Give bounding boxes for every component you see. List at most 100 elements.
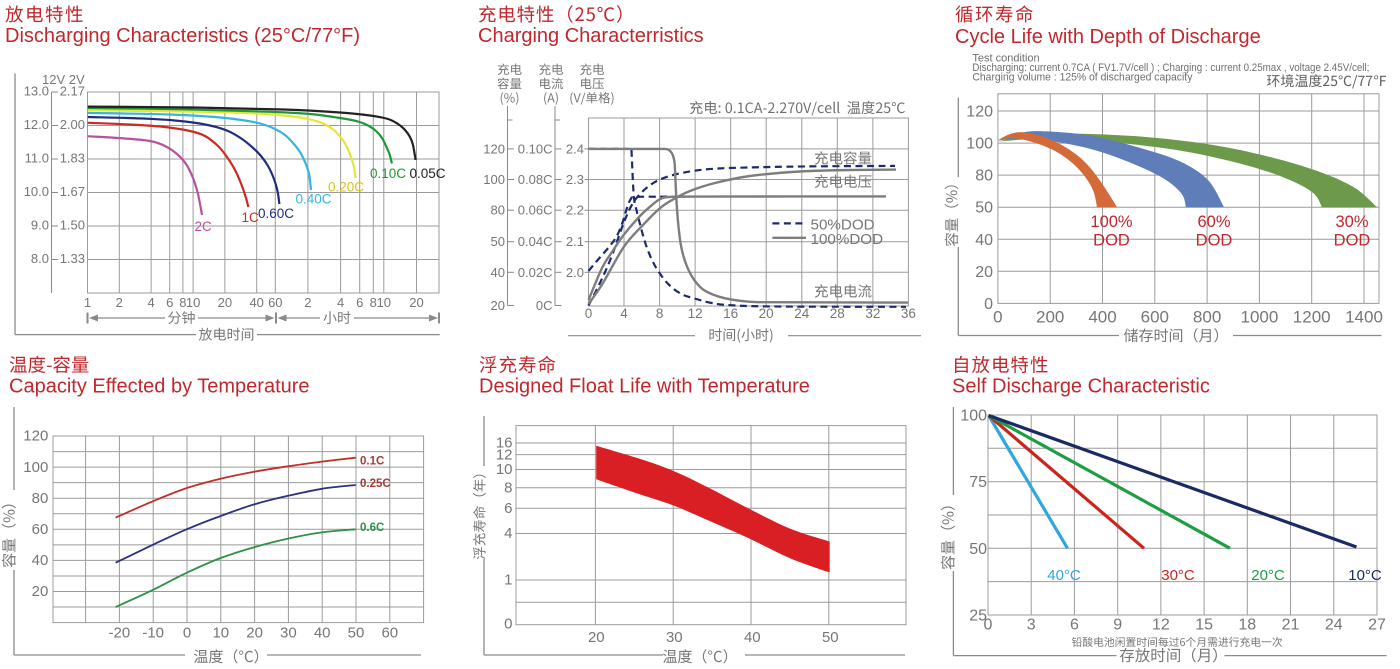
svg-text:6: 6 [166, 295, 173, 310]
svg-text:20: 20 [409, 295, 423, 310]
svg-text:2.0: 2.0 [566, 265, 584, 280]
svg-text:10: 10 [212, 625, 229, 642]
svg-text:60: 60 [32, 521, 49, 538]
svg-text:Charging volume : 125% of disc: Charging volume : 125% of discharged cap… [972, 72, 1193, 84]
svg-text:3: 3 [1027, 617, 1036, 634]
svg-text:20°C: 20°C [1251, 567, 1285, 584]
svg-text:Capacity Effected by Temperatu: Capacity Effected by Temperature [9, 376, 310, 398]
svg-text:1000: 1000 [1240, 308, 1278, 327]
svg-text:8: 8 [504, 479, 512, 496]
svg-text:0.05C: 0.05C [410, 166, 446, 181]
svg-text:30%: 30% [1335, 213, 1368, 231]
svg-text:60: 60 [268, 295, 282, 310]
svg-text:0: 0 [984, 296, 993, 313]
svg-text:50%DOD: 50%DOD [811, 216, 875, 233]
svg-text:60: 60 [381, 625, 398, 642]
svg-text:1: 1 [84, 295, 91, 310]
svg-text:9: 9 [1113, 617, 1122, 634]
svg-text:40°C: 40°C [1047, 567, 1081, 584]
svg-text:6: 6 [356, 295, 363, 310]
svg-text:100%: 100% [1090, 213, 1133, 231]
svg-text:30: 30 [666, 629, 683, 646]
svg-text:0.06C: 0.06C [518, 203, 553, 218]
svg-text:Cycle Life with Depth of Disch: Cycle Life with Depth of Discharge [955, 26, 1261, 48]
svg-text:32: 32 [865, 306, 880, 321]
svg-text:Self Discharge Characteristic: Self Discharge Characteristic [952, 376, 1210, 398]
svg-text:1.67: 1.67 [60, 184, 85, 199]
svg-text:12: 12 [688, 306, 703, 321]
svg-text:DOD: DOD [1196, 232, 1233, 250]
svg-text:8: 8 [656, 306, 664, 321]
svg-text:1C: 1C [242, 210, 260, 225]
svg-text:80: 80 [491, 203, 505, 218]
svg-text:4: 4 [504, 525, 512, 542]
svg-text:9.0: 9.0 [31, 218, 49, 233]
svg-text:50: 50 [491, 234, 505, 249]
svg-text:0C: 0C [536, 298, 553, 313]
svg-text:1400: 1400 [1345, 308, 1383, 327]
svg-text:6: 6 [504, 500, 512, 517]
svg-text:0.1C: 0.1C [360, 455, 384, 467]
svg-text:200: 200 [1036, 308, 1064, 327]
svg-text:0: 0 [984, 617, 993, 634]
svg-text:6: 6 [1070, 617, 1079, 634]
svg-text:600: 600 [1141, 308, 1169, 327]
svg-text:60%: 60% [1197, 213, 1230, 231]
svg-text:40: 40 [744, 629, 761, 646]
svg-text:0.25C: 0.25C [360, 478, 391, 490]
svg-text:40: 40 [249, 295, 263, 310]
svg-text:Test condition: Test condition [972, 53, 1039, 65]
svg-text:2.4: 2.4 [566, 141, 584, 156]
svg-text:40: 40 [491, 265, 505, 280]
svg-text:1.33: 1.33 [60, 251, 85, 266]
svg-text:0.02C: 0.02C [518, 265, 553, 280]
svg-text:21: 21 [1282, 617, 1300, 634]
svg-text:2.1: 2.1 [566, 234, 584, 249]
svg-text:10: 10 [377, 295, 391, 310]
svg-text:80: 80 [975, 168, 993, 185]
svg-text:12: 12 [496, 446, 513, 463]
svg-text:24: 24 [794, 306, 810, 321]
svg-text:-10: -10 [142, 625, 164, 642]
svg-text:0.08C: 0.08C [518, 172, 553, 187]
svg-text:Discharging Characteristics (2: Discharging Characteristics (25°C/77°F) [5, 25, 360, 47]
svg-text:0.60C: 0.60C [258, 206, 294, 221]
svg-text:Designed Float Life with Tempe: Designed Float Life with Temperature [479, 376, 810, 398]
svg-text:20: 20 [491, 298, 505, 313]
svg-text:11.0: 11.0 [25, 151, 49, 166]
svg-text:8.0: 8.0 [31, 251, 49, 266]
svg-text:18: 18 [1238, 617, 1256, 634]
svg-text:20: 20 [218, 295, 232, 310]
svg-text:0.20C: 0.20C [328, 180, 364, 195]
svg-text:75: 75 [969, 474, 987, 491]
svg-text:800: 800 [1193, 308, 1221, 327]
svg-text:28: 28 [830, 306, 845, 321]
svg-text:50: 50 [822, 629, 839, 646]
svg-text:50: 50 [348, 625, 365, 642]
svg-text:0: 0 [504, 616, 512, 633]
svg-text:50: 50 [969, 541, 987, 558]
svg-text:20: 20 [32, 583, 49, 600]
svg-text:8: 8 [370, 295, 377, 310]
svg-text:120: 120 [966, 104, 993, 121]
svg-text:13.0: 13.0 [24, 84, 49, 99]
svg-text:10°C: 10°C [1348, 567, 1382, 584]
svg-text:16: 16 [496, 435, 513, 452]
svg-text:0: 0 [993, 308, 1002, 327]
svg-text:Discharging: current 0.7CA ( F: Discharging: current 0.7CA ( FV1.7V/cell… [972, 62, 1369, 74]
svg-text:0.10C: 0.10C [370, 166, 406, 181]
svg-text:4: 4 [337, 295, 344, 310]
svg-text:40: 40 [975, 232, 993, 249]
svg-text:400: 400 [1088, 308, 1116, 327]
svg-text:10: 10 [496, 461, 513, 478]
svg-text:120: 120 [23, 428, 48, 445]
svg-text:16: 16 [723, 306, 738, 321]
svg-text:80: 80 [32, 490, 49, 507]
svg-text:-20: -20 [109, 625, 131, 642]
svg-text:12: 12 [1152, 617, 1170, 634]
svg-text:40: 40 [32, 552, 49, 569]
svg-text:100: 100 [966, 136, 993, 153]
svg-text:0.10C: 0.10C [518, 141, 553, 156]
svg-text:36: 36 [901, 306, 916, 321]
svg-text:0.04C: 0.04C [518, 234, 553, 249]
